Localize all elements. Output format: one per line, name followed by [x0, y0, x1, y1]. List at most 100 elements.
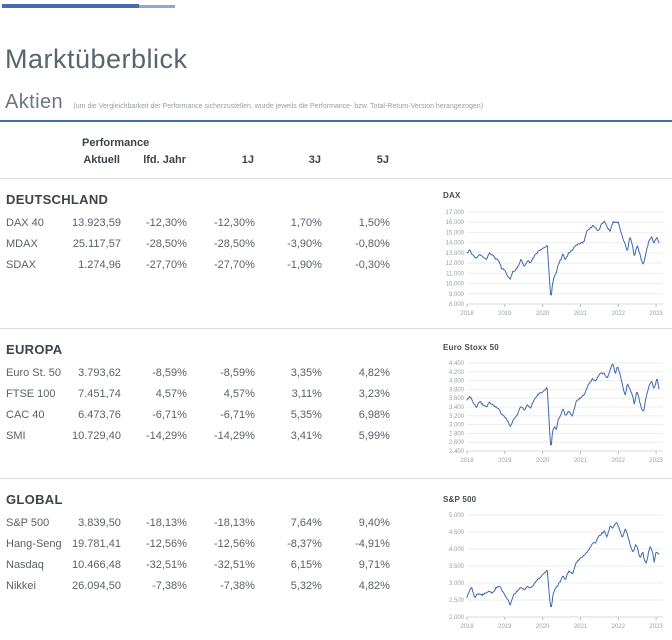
val-lfd-jahr: -6,71% [152, 408, 187, 421]
val-3j: 7,64% [290, 516, 322, 529]
svg-text:2018: 2018 [460, 624, 474, 630]
val-lfd-jahr: -7,38% [152, 579, 187, 592]
index-name: CAC 40 [6, 408, 45, 421]
val-aktuell: 3.793,62 [78, 366, 121, 379]
blue-divider [0, 120, 672, 122]
svg-text:2019: 2019 [498, 311, 512, 317]
val-lfd-jahr: -27,70% [145, 258, 187, 271]
svg-text:8.000: 8.000 [449, 302, 465, 308]
global-title: GLOBAL [6, 492, 63, 507]
chart-title-sp500: S&P 500 [443, 495, 477, 504]
svg-text:2020: 2020 [536, 458, 550, 464]
svg-text:2023: 2023 [649, 624, 663, 630]
table-row: CAC 40 6.473,76 -6,71% -6,71% 5,35% 6,98… [6, 404, 392, 425]
svg-text:14.000: 14.000 [446, 241, 465, 247]
section-global: GLOBAL S&P 500 3.839,50 -18,13% -18,13% … [0, 478, 672, 640]
val-3j: 3,41% [290, 429, 322, 442]
euro-stoxx-chart: Euro Stoxx 50 2.400 2.600 2.800 3.000 3.200 3… [443, 343, 671, 471]
col-3j: 3J [308, 153, 321, 166]
svg-text:3.500: 3.500 [449, 564, 465, 570]
val-aktuell: 10.466,48 [72, 558, 121, 571]
svg-text:3.600: 3.600 [449, 396, 465, 402]
table-row: Nikkei 26.094,50 -7,38% -7,38% 5,32% 4,8… [6, 575, 392, 596]
val-3j: 3,11% [291, 387, 322, 400]
aktien-heading: Aktien [5, 91, 63, 113]
svg-text:2.600: 2.600 [449, 440, 465, 446]
val-lfd-jahr: -12,30% [145, 216, 187, 229]
val-1j: -28,50% [213, 237, 255, 250]
val-5j: -0,80% [355, 237, 390, 250]
svg-text:3.000: 3.000 [449, 423, 465, 429]
index-name: S&P 500 [6, 516, 50, 529]
global-table: S&P 500 3.839,50 -18,13% -18,13% 7,64% 9… [6, 512, 392, 596]
index-name: Euro St. 50 [6, 366, 62, 379]
index-name: SDAX [6, 258, 36, 271]
table-row: Hang-Seng 19.781,41 -12,56% -12,56% -8,3… [6, 533, 392, 554]
svg-text:2019: 2019 [498, 458, 512, 464]
val-lfd-jahr: -8,59% [152, 366, 187, 379]
svg-text:9.000: 9.000 [449, 292, 465, 298]
sp500-chart: S&P 500 2.000 2.500 3.000 3.500 4.000 4.500 5.… [443, 495, 671, 637]
svg-text:15.000: 15.000 [446, 230, 465, 236]
section-header-row: Aktien (um die Vergleichbarkeit der Perf… [5, 91, 672, 114]
val-1j: 4,57% [223, 387, 255, 400]
val-lfd-jahr: -32,51% [145, 558, 187, 571]
svg-text:12.000: 12.000 [446, 261, 465, 267]
val-1j: -14,29% [213, 429, 255, 442]
svg-text:2018: 2018 [460, 311, 474, 317]
performance-table-header: Performance Aktuell lfd. Jahr 1J 3J 5J [6, 134, 391, 168]
val-5j: 6,98% [358, 408, 390, 421]
svg-text:4.400: 4.400 [449, 361, 465, 367]
val-lfd-jahr: -12,56% [145, 537, 187, 550]
val-5j: 4,82% [358, 579, 390, 592]
chart-title-euro-stoxx: Euro Stoxx 50 [443, 343, 499, 352]
val-1j: -27,70% [213, 258, 255, 271]
table-row: SMI 10.729,40 -14,29% -14,29% 3,41% 5,99… [6, 425, 392, 446]
val-3j: -8,37% [287, 537, 322, 550]
val-1j: -32,51% [213, 558, 255, 571]
global-table-area: GLOBAL S&P 500 3.839,50 -18,13% -18,13% … [0, 479, 672, 596]
svg-text:2021: 2021 [574, 458, 588, 464]
val-aktuell: 6.473,76 [78, 408, 121, 421]
val-1j: -7,38% [220, 579, 255, 592]
val-3j: 5,35% [290, 408, 322, 421]
svg-text:10.000: 10.000 [446, 282, 465, 288]
val-lfd-jahr: -14,29% [145, 429, 187, 442]
chart-title-dax: DAX [443, 191, 461, 200]
section-europa: EUROPA Euro St. 50 3.793,62 -8,59% -8,59… [0, 328, 672, 478]
svg-text:2022: 2022 [612, 624, 626, 630]
val-5j: 9,71% [358, 558, 390, 571]
svg-text:3.000: 3.000 [449, 581, 465, 587]
index-name: FTSE 100 [6, 387, 56, 400]
deutschland-title: DEUTSCHLAND [6, 192, 109, 207]
index-name: Hang-Seng [6, 537, 62, 550]
val-3j: 5,32% [290, 579, 322, 592]
svg-text:2023: 2023 [649, 458, 663, 464]
aktien-note: (um die Vergleichbarkeit der Performance… [73, 103, 484, 110]
svg-text:2.800: 2.800 [449, 431, 465, 437]
val-aktuell: 26.094,50 [72, 579, 121, 592]
svg-text:11.000: 11.000 [446, 271, 465, 277]
val-lfd-jahr: -28,50% [145, 237, 187, 250]
empty-cell [6, 151, 72, 168]
table-row: S&P 500 3.839,50 -18,13% -18,13% 7,64% 9… [6, 512, 392, 533]
empty-cell [6, 134, 72, 151]
val-3j: 6,15% [290, 558, 322, 571]
svg-text:2020: 2020 [536, 311, 550, 317]
val-5j: 3,23% [358, 387, 390, 400]
svg-text:2020: 2020 [536, 624, 550, 630]
svg-text:4.000: 4.000 [449, 379, 465, 385]
val-aktuell: 7.451,74 [78, 387, 121, 400]
svg-text:16.000: 16.000 [446, 220, 465, 226]
svg-text:2022: 2022 [612, 458, 626, 464]
svg-text:13.000: 13.000 [446, 251, 465, 257]
col-aktuell: Aktuell [83, 153, 120, 166]
val-3j: -1,90% [287, 258, 322, 271]
val-aktuell: 25.117,57 [72, 237, 121, 250]
col-1j: 1J [241, 153, 254, 166]
val-3j: -3,90% [287, 237, 322, 250]
table-row: MDAX 25.117,57 -28,50% -28,50% -3,90% -0… [6, 233, 392, 254]
svg-text:2.500: 2.500 [449, 598, 465, 604]
val-5j: 5,99% [358, 429, 390, 442]
dax-line-chart: 8.000 9.000 10.000 11.000 12.000 13.000 14.000… [443, 203, 671, 324]
